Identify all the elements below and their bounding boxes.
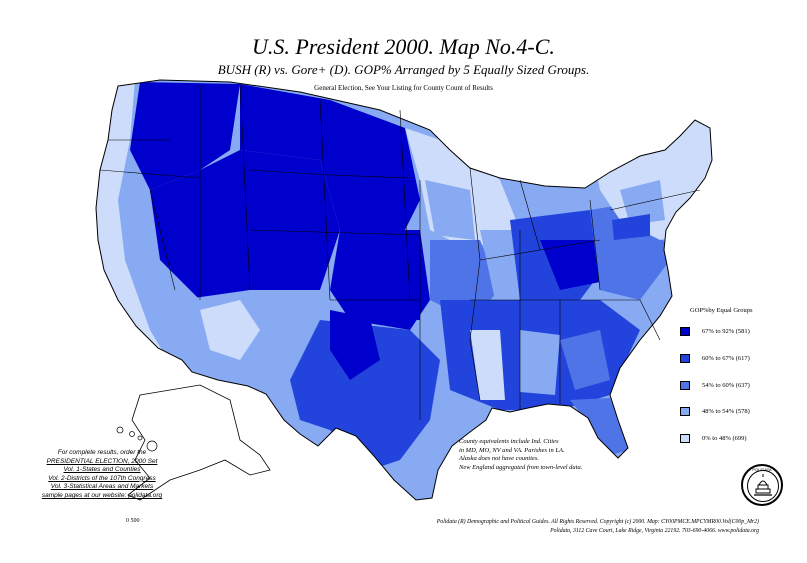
promo-line: PRESIDENTIAL ELECTION, 2000 Set (46, 457, 158, 465)
state-borders (95, 79, 713, 501)
promo-line: Vol. 2-Districts of the 107th Congress (48, 474, 156, 482)
region-georgia (560, 330, 610, 390)
legend-row: 67% to 92% (581) (680, 325, 750, 337)
order-promo: For complete results, order the PRESIDEN… (32, 449, 172, 501)
promo-line: For complete results, order the (57, 449, 147, 456)
county-note-line: New England aggregated from town-level d… (459, 463, 583, 471)
county-notes: County equivalents include Ind. Cities i… (459, 438, 582, 472)
region-rockies (150, 150, 340, 300)
region-arizona (200, 300, 260, 360)
address-line: Polidata, 3112 Cave Court, Lake Ridge, V… (550, 528, 759, 534)
legend-label: 0% to 48% (699) (702, 434, 747, 442)
region-alabama-blackbelt (520, 330, 560, 395)
county-note-line: Alaska does not have counties. (459, 455, 539, 462)
election-note: General Election, See Your Listing for C… (314, 84, 493, 92)
capitol-icon (747, 470, 779, 502)
legend-row: 0% to 48% (699) (680, 432, 747, 444)
polidata-seal-logo: POLIDATA (741, 464, 783, 506)
region-northern-plains (240, 84, 420, 240)
legend-label: 54% to 60% (637) (702, 381, 750, 389)
legend-label: 48% to 54% (578) (702, 407, 750, 415)
county-note-line: County equivalents include Ind. Cities (459, 438, 559, 445)
scale-text: 0 500 (126, 518, 140, 524)
legend-row: 60% to 67% (617) (680, 352, 750, 364)
region-pennsylvania (612, 214, 650, 240)
legend-title: GOP%by Equal Groups (690, 307, 753, 314)
region-kentucky (540, 240, 610, 290)
legend-swatch (680, 326, 690, 336)
region-northwest (130, 82, 240, 190)
copyright-line: Polidata (R) Demographic and Political G… (436, 519, 759, 525)
region-texas-panhandle (400, 300, 420, 320)
legend-swatch (680, 380, 690, 390)
promo-line: Vol. 1-States and Counties (63, 466, 141, 474)
promo-line: Vol. 3-Statistical Areas and Markets (50, 483, 154, 491)
region-illinois (480, 230, 520, 300)
alaska-outline (127, 384, 271, 501)
region-delta (470, 330, 505, 400)
map-title: U.S. President 2000. Map No.4-C. (252, 34, 555, 59)
region-texas (290, 320, 440, 470)
legend-label: 67% to 92% (581) (702, 327, 750, 335)
promo-link[interactable]: sample pages at our website: polidata.or… (41, 491, 163, 499)
region-oklahoma (330, 310, 380, 380)
hawaii-outline (116, 426, 158, 452)
legend-label: 60% to 67% (617) (702, 354, 750, 362)
legend-swatch (680, 433, 690, 443)
region-iowa (425, 180, 475, 240)
legend-row: 48% to 54% (578) (680, 405, 750, 417)
legend-row: 54% to 60% (637) (680, 379, 750, 391)
legend-swatch (680, 406, 690, 416)
seal-text: POLIDATA (752, 467, 772, 472)
map-subtitle: BUSH (R) vs. Gore+ (D). GOP% Arranged by… (217, 62, 590, 77)
legend-swatch (680, 353, 690, 363)
county-note-line: in MD, MO, NV and VA. Parishes in LA. (459, 446, 565, 454)
